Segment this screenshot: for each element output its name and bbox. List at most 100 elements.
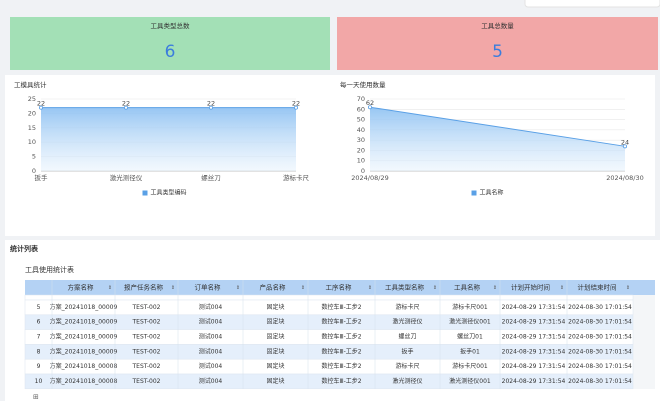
table-cell: 扳手 <box>401 347 413 355</box>
table-cell: TEST-002 <box>132 319 161 326</box>
point <box>124 105 129 110</box>
table-cell: 2024-08-30 17:01:54 <box>568 319 632 326</box>
column-header[interactable]: 工序名称 <box>326 283 353 292</box>
table-row <box>24 373 634 390</box>
table-cell: 固定块 <box>266 347 284 355</box>
sort-icon: ⇕ <box>171 285 175 291</box>
column-header[interactable]: 工具类型名称 <box>385 283 425 292</box>
table-cell: 2024-08-29 17:31:54 <box>502 363 566 370</box>
table-cell: TEST-002 <box>132 304 161 311</box>
table-cell: 游标卡尺001 <box>452 303 488 311</box>
point <box>208 105 213 110</box>
data-label: 62 <box>366 99 374 107</box>
table-cell: 数控车Ⅲ-工步2 <box>321 333 361 341</box>
x-tick-label: 2024/08/30 <box>606 174 643 182</box>
data-label: 22 <box>207 100 215 108</box>
column-header[interactable]: 报产任务名称 <box>124 283 164 292</box>
stat-card <box>337 17 658 70</box>
table-cell: 2024-08-29 17:31:54 <box>502 348 566 355</box>
table-cell: 方案_20241018_00009 <box>50 318 118 326</box>
table-cell: 游标卡尺 <box>395 303 419 311</box>
y-tick-label: 30 <box>357 136 365 144</box>
column-header[interactable]: 产品名称 <box>260 283 287 292</box>
column-header[interactable]: 工具名称 <box>454 283 481 292</box>
point <box>293 105 298 110</box>
table-cell: 测试004 <box>199 318 223 326</box>
sort-icon: ⇕ <box>301 285 305 291</box>
table-cell: 固定块 <box>266 362 284 370</box>
blank-row <box>24 294 634 301</box>
table-cell: 2024-08-30 17:01:54 <box>568 378 632 385</box>
sort-icon: ⇕ <box>108 285 112 291</box>
card-label: 工具类型总数 <box>151 21 191 30</box>
table-cell: 2024-08-29 17:31:54 <box>502 319 566 326</box>
y-tick-label: 25 <box>28 95 36 103</box>
table-cell: 数控车Ⅲ-工步2 <box>321 377 361 385</box>
point <box>367 105 372 110</box>
table-cell: 方案_20241018_00008 <box>50 377 118 385</box>
point <box>623 144 628 149</box>
sort-icon: ⇕ <box>433 285 437 291</box>
data-label: 22 <box>292 100 300 108</box>
table-cell: 7 <box>37 334 41 341</box>
table-cell: 螺丝刀01 <box>457 333 483 341</box>
area <box>41 107 296 171</box>
legend-swatch <box>471 190 477 196</box>
area <box>370 107 625 171</box>
table-cell: 2024-08-30 17:01:54 <box>568 348 632 355</box>
y-tick-label: 20 <box>28 109 36 117</box>
data-label: 24 <box>621 138 629 146</box>
table-cell: 固定块 <box>266 333 284 341</box>
sort-icon: ⇕ <box>368 285 372 291</box>
table-cell: 2024-08-30 17:01:54 <box>568 363 632 370</box>
y-tick-label: 40 <box>357 126 365 134</box>
table-cell: 游标卡尺 <box>395 362 419 370</box>
column-header[interactable]: 订单名称 <box>195 283 222 292</box>
table-cell: 2024-08-30 17:01:54 <box>568 304 632 311</box>
table-cell: 激光测径仪 <box>392 318 422 326</box>
table-cell: 扳手01 <box>460 347 480 355</box>
table-cell: TEST-002 <box>132 334 161 341</box>
sort-icon: ⇕ <box>560 285 564 291</box>
y-tick-label: 0 <box>361 167 365 175</box>
table-cell: 测试004 <box>199 333 223 341</box>
point <box>39 105 44 110</box>
card-value: 6 <box>165 42 176 62</box>
stat-card <box>10 17 330 70</box>
x-tick-label: 游标卡尺 <box>283 173 310 182</box>
column-header[interactable]: 计划结束时间 <box>578 283 617 292</box>
table-cell: 9 <box>37 363 41 370</box>
table-cell: 2024-08-29 17:31:54 <box>502 378 566 385</box>
table-cell: 固定块 <box>266 303 284 311</box>
data-label: 22 <box>122 100 130 108</box>
y-tick-label: 10 <box>357 157 365 165</box>
chart-title: 工模具统计 <box>14 80 47 89</box>
card-value: 5 <box>492 42 503 62</box>
table-cell: 激光测径仪001 <box>449 377 491 385</box>
column-header[interactable]: 方案名称 <box>68 283 95 292</box>
table-cell: 6 <box>37 319 41 326</box>
table-cell: TEST-002 <box>132 363 161 370</box>
line <box>369 106 626 147</box>
table-cell: 2024-08-29 17:31:54 <box>502 304 566 311</box>
table-cell: 方案_20241018_00009 <box>50 303 118 311</box>
table-header-bg <box>25 280 655 295</box>
y-tick-label: 20 <box>357 146 365 154</box>
legend-swatch <box>142 190 148 196</box>
table-cell: 2024-08-30 17:01:54 <box>568 334 632 341</box>
y-tick-label: 15 <box>28 124 36 132</box>
column-header[interactable]: 计划开始时间 <box>511 283 550 292</box>
table-cell: 激光测径仪 <box>392 377 422 385</box>
legend-label: 工具类型编码 <box>151 189 187 197</box>
y-tick-label: 50 <box>357 116 365 124</box>
x-tick-label: 螺丝刀 <box>201 173 221 182</box>
table-cell: 方案_20241018_00008 <box>50 362 118 370</box>
table-cell: 10 <box>35 378 43 385</box>
x-tick-label: 激光测径仪 <box>110 173 143 182</box>
table-cell: 2024-08-29 17:31:54 <box>502 334 566 341</box>
table-cell: 数控车Ⅲ-工步2 <box>321 318 361 326</box>
pager-icon[interactable]: ⊞ <box>33 393 39 401</box>
table-cell: 固定块 <box>266 377 284 385</box>
